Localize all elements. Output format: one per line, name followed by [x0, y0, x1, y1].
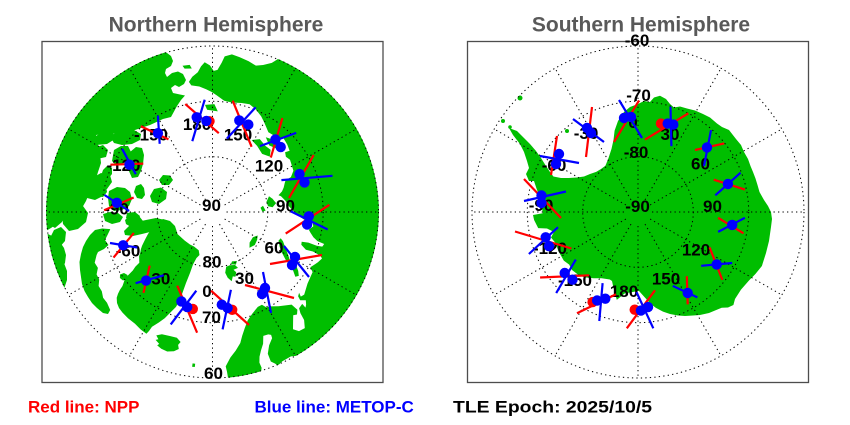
svg-text:Northern Hemisphere: Northern Hemisphere [109, 14, 324, 37]
svg-text:120: 120 [682, 241, 710, 260]
svg-text:TLE Epoch: 2025/10/5: TLE Epoch: 2025/10/5 [453, 398, 652, 417]
svg-text:-90: -90 [104, 200, 129, 219]
svg-text:-70: -70 [626, 86, 651, 105]
svg-text:0: 0 [202, 282, 211, 301]
svg-text:-150: -150 [134, 126, 168, 145]
svg-text:Blue line: METOP-C: Blue line: METOP-C [255, 398, 414, 417]
svg-text:150: 150 [652, 270, 680, 289]
svg-text:Red line: NPP: Red line: NPP [28, 398, 139, 417]
svg-text:120: 120 [255, 157, 283, 176]
svg-text:-60: -60 [625, 31, 650, 50]
svg-text:70: 70 [202, 308, 221, 327]
svg-text:90: 90 [703, 197, 722, 216]
svg-text:180: 180 [610, 282, 638, 301]
svg-text:30: 30 [661, 125, 680, 144]
svg-text:80: 80 [203, 253, 222, 272]
svg-text:90: 90 [202, 196, 221, 215]
svg-text:-80: -80 [624, 143, 649, 162]
svg-text:60: 60 [204, 364, 223, 383]
svg-text:90: 90 [276, 197, 295, 216]
svg-text:Southern Hemisphere: Southern Hemisphere [532, 14, 750, 37]
svg-text:-90: -90 [625, 197, 650, 216]
svg-text:-30: -30 [146, 270, 171, 289]
svg-text:60: 60 [265, 239, 284, 258]
svg-text:30: 30 [235, 269, 254, 288]
svg-text:60: 60 [691, 155, 710, 174]
